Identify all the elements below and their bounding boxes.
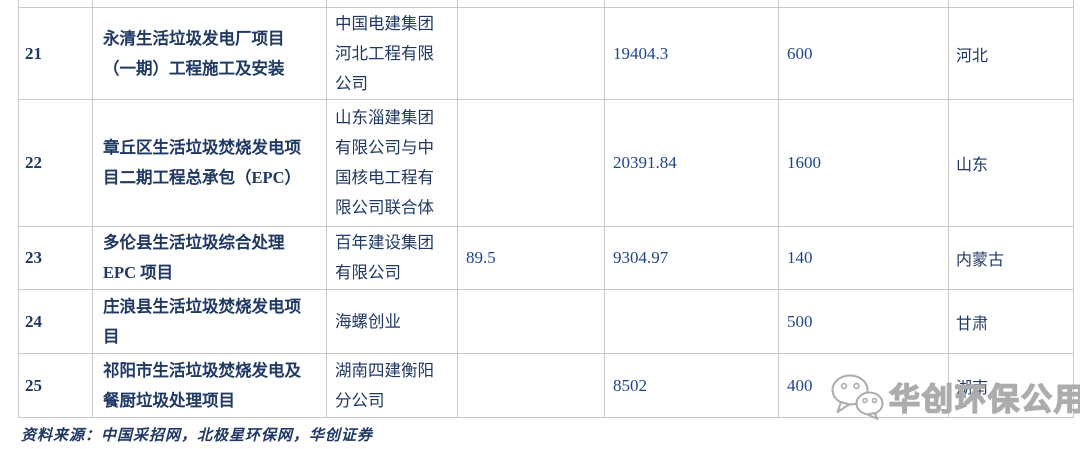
cell-capacity: 500 <box>779 290 949 354</box>
cell-amount: 19404.3 <box>605 8 779 100</box>
cell-capacity: 400 <box>779 354 949 418</box>
cell-amount: 8502 <box>605 354 779 418</box>
cell-project-name: 庄浪县生活垃圾焚烧发电项目 <box>93 290 327 354</box>
table-row: 22 章丘区生活垃圾焚烧发电项目二期工程总承包（EPC） 山东淄建集团有限公司与… <box>19 100 1074 227</box>
cell-value <box>458 100 605 227</box>
cell-company: 湖南四建衡阳分公司 <box>327 354 458 418</box>
cell-row-number: 24 <box>19 290 93 354</box>
cell-company: 海螺创业 <box>327 290 458 354</box>
cell-province: 湖南 <box>949 354 1074 418</box>
cell-province: 山东 <box>949 100 1074 227</box>
cell-company: 中国电建集团河北工程有限公司 <box>327 8 458 100</box>
cell-company: 山东淄建集团有限公司与中国核电工程有限公司联合体 <box>327 100 458 227</box>
table-row: 21 永清生活垃圾发电厂项目（一期）工程施工及安装 中国电建集团河北工程有限公司… <box>19 8 1074 100</box>
cell-project-name: 章丘区生活垃圾焚烧发电项目二期工程总承包（EPC） <box>93 100 327 227</box>
cell-amount <box>605 290 779 354</box>
cell-row-number: 25 <box>19 354 93 418</box>
cell-project-name: 多伦县生活垃圾综合处理EPC 项目 <box>93 227 327 290</box>
cell-province: 河北 <box>949 8 1074 100</box>
table-row: 24 庄浪县生活垃圾焚烧发电项目 海螺创业 500 甘肃 <box>19 290 1074 354</box>
source-note: 资料来源：中国采招网，北极星环保网，华创证券 <box>21 428 374 444</box>
cell-value <box>458 8 605 100</box>
cell-project-name: 祁阳市生活垃圾焚烧发电及餐厨垃圾处理项目 <box>93 354 327 418</box>
cell-value: 89.5 <box>458 227 605 290</box>
table-row: 23 多伦县生活垃圾综合处理EPC 项目 百年建设集团有限公司 89.5 930… <box>19 227 1074 290</box>
cell-capacity: 600 <box>779 8 949 100</box>
table-row-partial <box>19 0 1074 8</box>
cell-row-number: 21 <box>19 8 93 100</box>
cell-value <box>458 290 605 354</box>
cell-province: 内蒙古 <box>949 227 1074 290</box>
table-row: 25 祁阳市生活垃圾焚烧发电及餐厨垃圾处理项目 湖南四建衡阳分公司 8502 4… <box>19 354 1074 418</box>
cell-row-number: 23 <box>19 227 93 290</box>
cell-amount: 9304.97 <box>605 227 779 290</box>
cell-value <box>458 354 605 418</box>
cell-capacity: 1600 <box>779 100 949 227</box>
cell-amount: 20391.84 <box>605 100 779 227</box>
cell-company: 百年建设集团有限公司 <box>327 227 458 290</box>
cell-capacity: 140 <box>779 227 949 290</box>
projects-table: 21 永清生活垃圾发电厂项目（一期）工程施工及安装 中国电建集团河北工程有限公司… <box>18 0 1074 418</box>
cell-row-number: 22 <box>19 100 93 227</box>
cell-project-name: 永清生活垃圾发电厂项目（一期）工程施工及安装 <box>93 8 327 100</box>
cell-province: 甘肃 <box>949 290 1074 354</box>
